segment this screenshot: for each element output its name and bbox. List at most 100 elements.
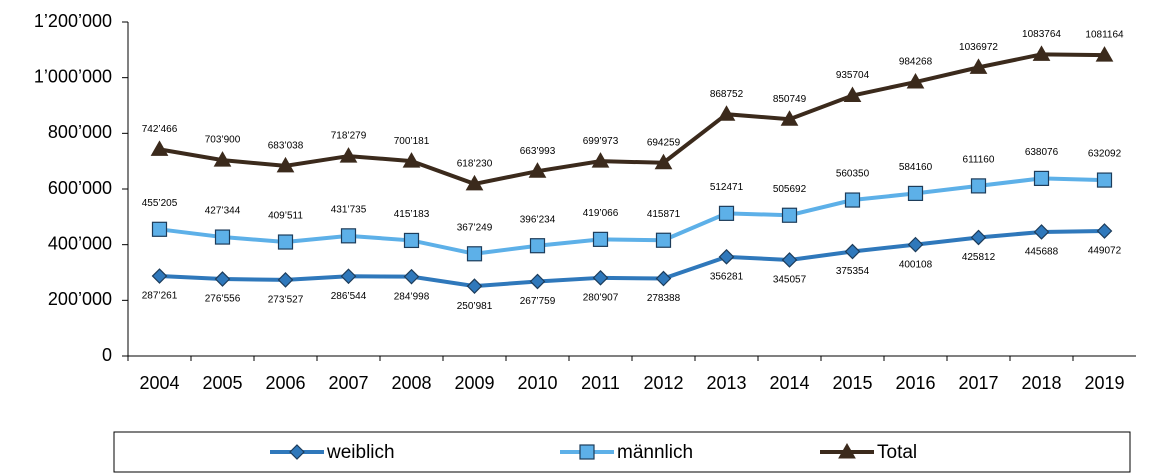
x-tick-label: 2011 xyxy=(581,373,620,393)
value-label: 1081164 xyxy=(1085,30,1124,41)
value-label: 367’249 xyxy=(457,222,493,233)
value-label: 935704 xyxy=(836,70,870,81)
marker xyxy=(277,272,294,288)
marker xyxy=(906,73,925,89)
x-tick-label: 2005 xyxy=(202,373,242,393)
legend-label: weiblich xyxy=(326,442,395,463)
value-label: 703’900 xyxy=(205,135,241,146)
value-label: 280’907 xyxy=(583,292,619,303)
marker xyxy=(843,86,862,103)
value-label: 273’527 xyxy=(268,295,304,306)
value-label: 700’181 xyxy=(394,136,430,147)
marker xyxy=(339,147,358,163)
marker xyxy=(1096,172,1113,188)
value-label: 267’759 xyxy=(520,296,556,307)
legend-label: männlich xyxy=(617,442,693,463)
x-tick-label: 2019 xyxy=(1084,373,1124,393)
value-label: 431’735 xyxy=(331,204,367,215)
value-label: 419’066 xyxy=(583,208,619,219)
value-label: 375354 xyxy=(836,266,870,277)
marker xyxy=(213,151,232,167)
marker xyxy=(466,278,483,294)
marker xyxy=(1033,224,1050,240)
value-label: 1036972 xyxy=(959,42,998,53)
x-tick-label: 2008 xyxy=(391,373,431,393)
value-label: 287’261 xyxy=(142,291,178,302)
x-tick-label: 2012 xyxy=(643,373,683,393)
x-tick-label: 2010 xyxy=(517,373,557,393)
value-label: 455’205 xyxy=(142,198,178,209)
x-tick-label: 2013 xyxy=(706,373,746,393)
value-label: 632092 xyxy=(1088,149,1122,160)
marker xyxy=(465,174,484,191)
series-line xyxy=(159,52,1105,186)
marker xyxy=(844,192,861,208)
marker xyxy=(529,238,546,254)
x-tick-label: 2004 xyxy=(139,373,179,393)
value-label: 683’038 xyxy=(268,141,304,152)
marker xyxy=(844,243,861,260)
marker xyxy=(340,228,357,244)
value-label: 584160 xyxy=(899,162,933,173)
marker xyxy=(403,268,420,285)
y-tick-label: 1’000’000 xyxy=(34,66,112,86)
series-line xyxy=(159,229,1105,289)
legend-marker xyxy=(289,444,305,460)
marker xyxy=(151,268,168,284)
value-label: 449072 xyxy=(1088,246,1122,257)
marker xyxy=(780,110,799,126)
value-label: 425812 xyxy=(962,252,996,263)
marker xyxy=(276,156,295,173)
value-label: 345057 xyxy=(773,275,807,286)
marker xyxy=(718,248,735,265)
value-label: 663’993 xyxy=(520,146,556,157)
value-label: 611160 xyxy=(963,155,995,166)
marker xyxy=(907,236,924,253)
marker xyxy=(591,152,610,168)
x-tick-label: 2009 xyxy=(454,373,494,393)
marker xyxy=(717,105,736,121)
value-label: 445688 xyxy=(1025,247,1059,258)
value-label: 638076 xyxy=(1025,147,1059,158)
x-tick-label: 2015 xyxy=(832,373,872,393)
marker xyxy=(1032,45,1051,61)
marker xyxy=(214,271,231,287)
value-label: 699’973 xyxy=(583,136,619,147)
value-label: 850749 xyxy=(773,94,807,105)
value-label: 1083764 xyxy=(1022,29,1061,40)
x-tick-label: 2014 xyxy=(769,373,809,393)
value-label: 415’183 xyxy=(394,209,430,220)
y-tick-label: 600’000 xyxy=(48,178,112,198)
marker xyxy=(1096,223,1113,239)
marker xyxy=(529,273,546,290)
value-label: 415871 xyxy=(647,209,681,220)
value-label: 868752 xyxy=(710,89,744,100)
marker xyxy=(277,234,294,250)
marker xyxy=(655,270,672,287)
marker xyxy=(907,185,924,202)
marker xyxy=(592,231,609,247)
marker xyxy=(1033,170,1050,187)
series-line xyxy=(159,176,1105,256)
x-tick-label: 2007 xyxy=(328,373,368,393)
legend-marker xyxy=(838,442,856,459)
marker xyxy=(1095,46,1114,62)
marker xyxy=(150,140,169,156)
value-label: 276’556 xyxy=(205,294,241,305)
marker xyxy=(718,205,735,221)
y-tick-label: 1’200’000 xyxy=(34,11,112,31)
marker xyxy=(528,162,547,178)
marker xyxy=(151,221,168,237)
value-label: 427’344 xyxy=(205,206,241,217)
value-label: 505692 xyxy=(773,184,807,195)
marker xyxy=(969,58,988,74)
marker xyxy=(592,269,609,286)
marker xyxy=(403,232,420,249)
marker xyxy=(340,268,357,285)
value-label: 286’544 xyxy=(331,291,367,302)
marker xyxy=(466,246,483,262)
value-label: 278388 xyxy=(647,293,681,304)
marker xyxy=(655,232,672,248)
y-tick-label: 800’000 xyxy=(48,122,112,142)
